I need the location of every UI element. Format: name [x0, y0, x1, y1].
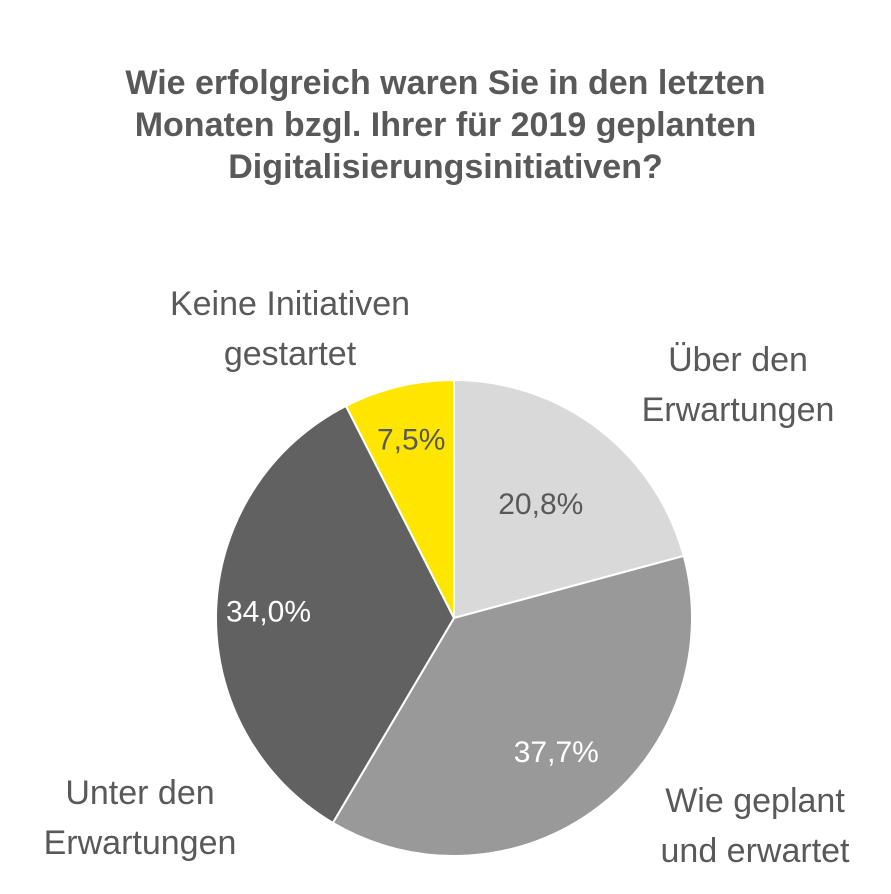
- pie-category-labels: Über den Erwartungen Wie geplant und erwart…: [44, 285, 850, 870]
- pie-category-label: Keine Initiativen gestartet: [170, 285, 410, 373]
- pie-slice: [453, 378, 685, 620]
- pie-slice: [331, 554, 693, 857]
- pie-category-label: Über den Erwartungen: [642, 341, 835, 429]
- pie-category-label-line: Wie geplant: [665, 782, 845, 820]
- pie-category-label-line: Erwartungen: [44, 824, 237, 862]
- pie-value-label: 20,8%: [498, 488, 583, 521]
- chart-title-line: Monaten bzgl. Ihrer für 2019 geplanten: [134, 106, 757, 144]
- pie-slice: [215, 404, 456, 825]
- pie-category-label: Unter den Erwartungen: [44, 774, 237, 862]
- pie-slices: [215, 378, 693, 857]
- pie-category-label-line: gestartet: [224, 335, 357, 373]
- pie-category-label-line: und erwartet: [661, 832, 851, 870]
- pie-category-label-line: Unter den: [65, 774, 214, 812]
- pie-value-label: 7,5%: [377, 423, 445, 456]
- chart-title-line: Wie erfolgreich waren Sie in den letzten: [125, 64, 766, 102]
- pie-slice: [344, 378, 455, 619]
- pie-value-label: 34,0%: [226, 596, 311, 629]
- pie-category-label-line: Über den: [668, 341, 808, 379]
- pie-category-label-line: Erwartungen: [642, 391, 835, 429]
- chart-title-line: Digitalisierungsinitiativen?: [228, 148, 663, 186]
- pie-category-label-line: Keine Initiativen: [170, 285, 410, 323]
- pie-value-labels: 20,8% 37,7% 34,0% 7,5%: [226, 423, 599, 769]
- chart-title: Wie erfolgreich waren Sie in den letzten…: [0, 62, 891, 188]
- pie-category-label: Wie geplant und erwartet: [661, 782, 851, 870]
- pie-value-label: 37,7%: [514, 736, 599, 769]
